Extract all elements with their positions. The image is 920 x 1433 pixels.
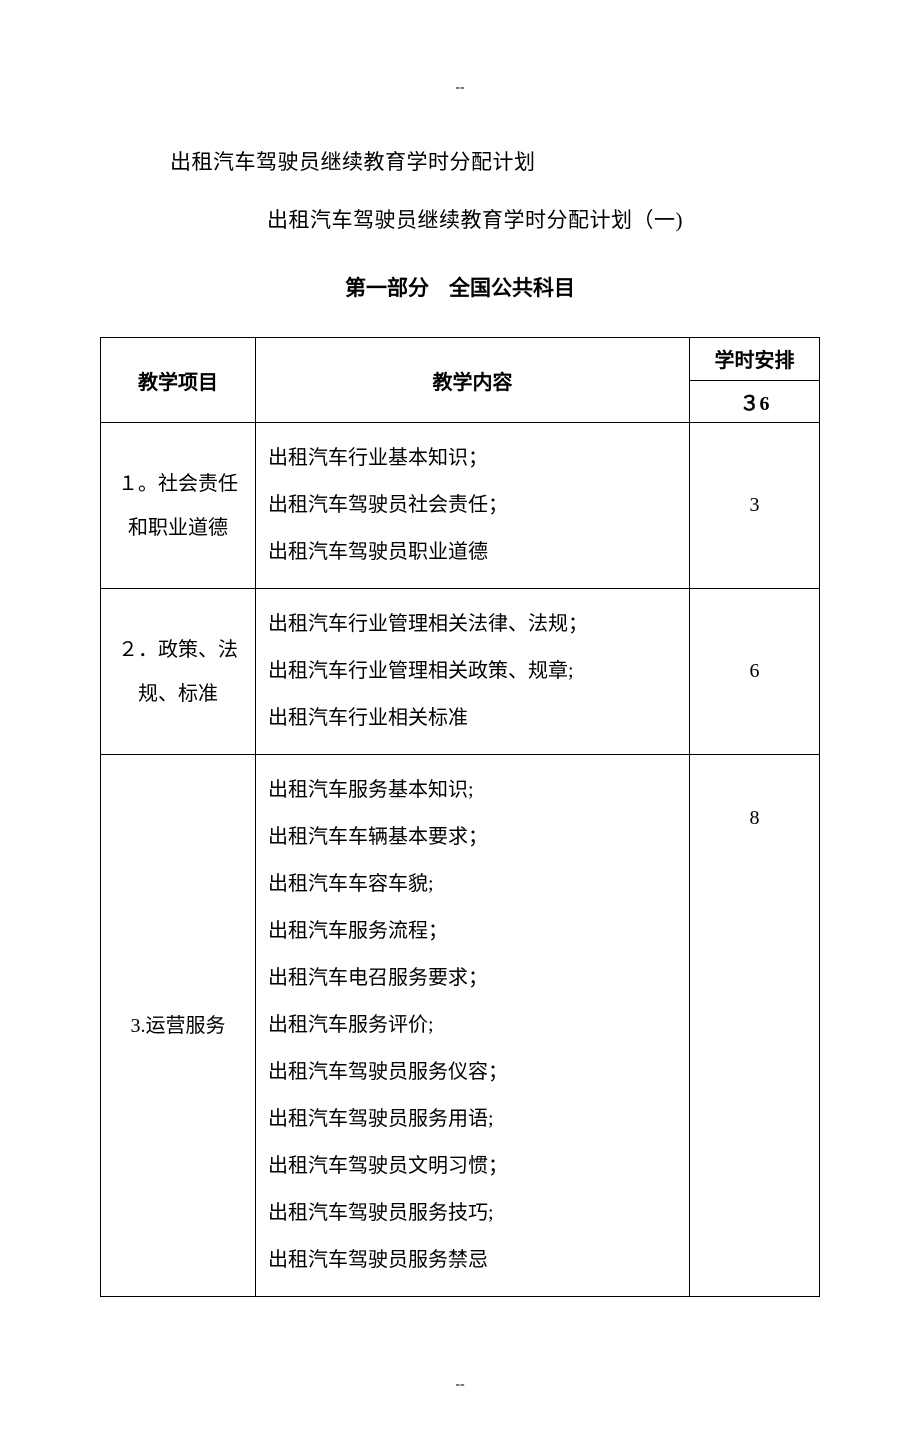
content-line: 出租汽车行业基本知识； [268,435,677,482]
table-header-row: 教学项目 教学内容 学时安排 [101,338,820,381]
content-line: 出租汽车行业相关标准 [268,695,677,742]
content-line: 出租汽车车辆基本要求； [268,814,677,861]
section-part: 第一部分 [345,277,429,300]
th-content: 教学内容 [256,338,690,423]
section-header: 第一部分全国公共科目 [100,272,820,302]
document-title-1: 出租汽车驾驶员继续教育学时分配计划 [170,146,820,176]
content-line: 出租汽车驾驶员服务技巧; [268,1190,677,1237]
cell-hours: 3 [690,423,820,589]
content-line: 出租汽车驾驶员文明习惯； [268,1143,677,1190]
th-project: 教学项目 [101,338,256,423]
curriculum-table: 教学项目 教学内容 学时安排 ３6 １。社会责任和职业道德出租汽车行业基本知识；… [100,337,820,1297]
page-marker-top: -- [100,80,820,96]
content-line: 出租汽车行业管理相关政策、规章; [268,648,677,695]
cell-hours: 8 [690,755,820,1297]
content-line: 出租汽车驾驶员服务用语; [268,1096,677,1143]
th-hours-total: ３6 [690,380,820,423]
content-line: 出租汽车驾驶员服务仪容； [268,1049,677,1096]
content-line: 出租汽车驾驶员社会责任； [268,482,677,529]
section-name: 全国公共科目 [449,277,575,300]
content-line: 出租汽车服务基本知识; [268,767,677,814]
cell-project: ２．政策、法规、标准 [101,589,256,755]
content-line: 出租汽车服务流程； [268,908,677,955]
cell-content: 出租汽车服务基本知识;出租汽车车辆基本要求；出租汽车车容车貌;出租汽车服务流程；… [256,755,690,1297]
th-hours-label: 学时安排 [690,338,820,381]
cell-project: １。社会责任和职业道德 [101,423,256,589]
cell-content: 出租汽车行业管理相关法律、法规；出租汽车行业管理相关政策、规章;出租汽车行业相关… [256,589,690,755]
table-row: 3.运营服务出租汽车服务基本知识;出租汽车车辆基本要求；出租汽车车容车貌;出租汽… [101,755,820,1297]
cell-content: 出租汽车行业基本知识；出租汽车驾驶员社会责任；出租汽车驾驶员职业道德 [256,423,690,589]
table-row: ２．政策、法规、标准出租汽车行业管理相关法律、法规；出租汽车行业管理相关政策、规… [101,589,820,755]
content-line: 出租汽车驾驶员服务禁忌 [268,1237,677,1284]
content-line: 出租汽车电召服务要求； [268,955,677,1002]
document-title-2: 出租汽车驾驶员继续教育学时分配计划（一) [130,204,820,234]
table-row: １。社会责任和职业道德出租汽车行业基本知识；出租汽车驾驶员社会责任；出租汽车驾驶… [101,423,820,589]
content-line: 出租汽车车容车貌; [268,861,677,908]
page-marker-bottom: -- [100,1377,820,1393]
cell-project: 3.运营服务 [101,755,256,1297]
content-line: 出租汽车驾驶员职业道德 [268,529,677,576]
content-line: 出租汽车服务评价; [268,1002,677,1049]
table-body: １。社会责任和职业道德出租汽车行业基本知识；出租汽车驾驶员社会责任；出租汽车驾驶… [101,423,820,1297]
content-line: 出租汽车行业管理相关法律、法规； [268,601,677,648]
cell-hours: 6 [690,589,820,755]
